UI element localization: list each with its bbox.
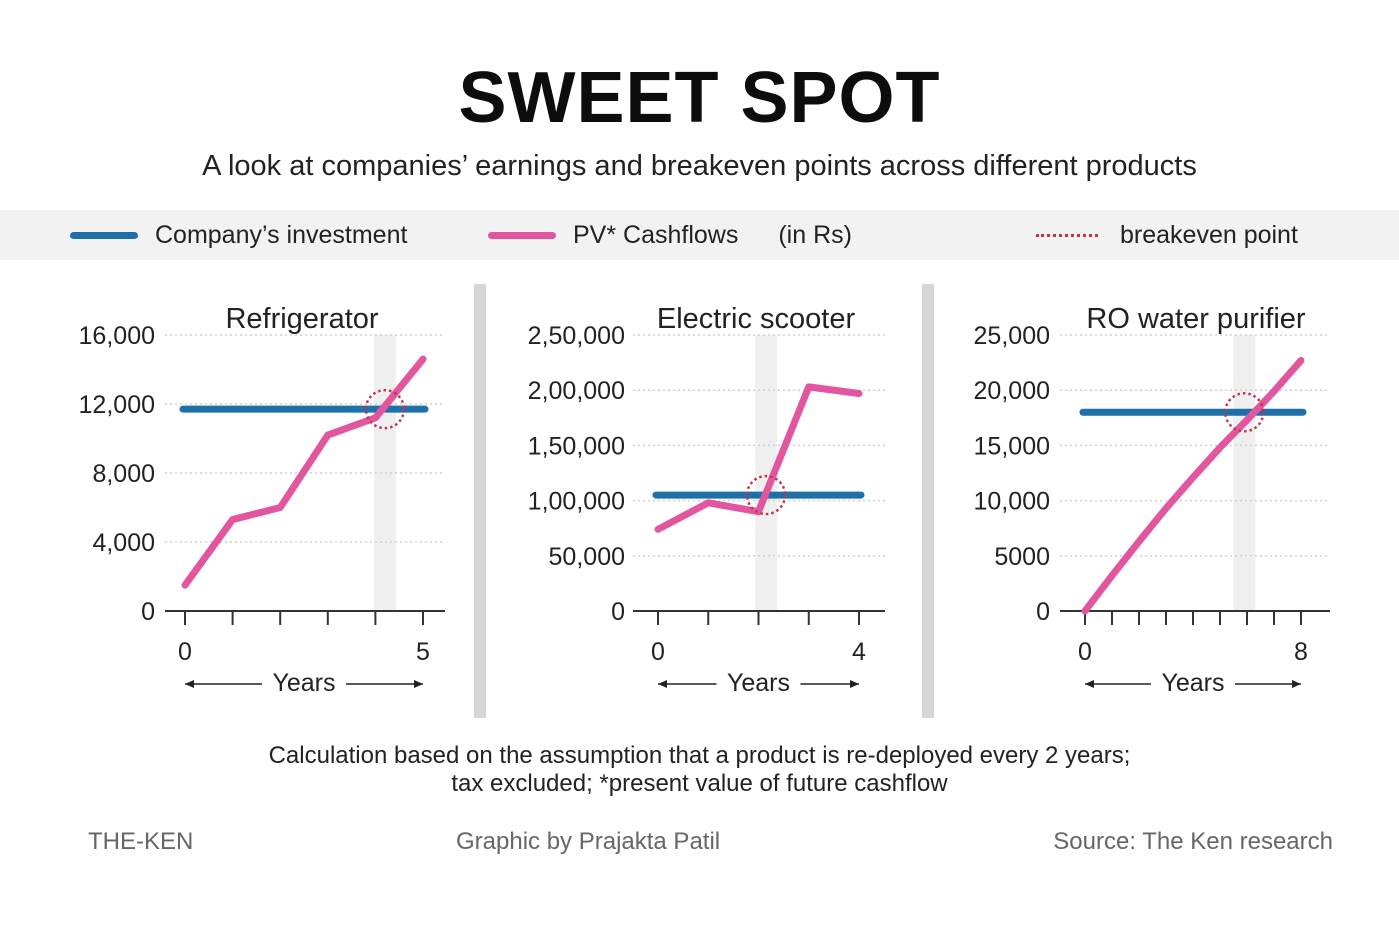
x-axis-label: Years (1161, 669, 1224, 697)
x-tick-label: 0 (651, 638, 665, 666)
breakeven-highlight-band (755, 335, 778, 611)
x-tick-label: 0 (178, 638, 192, 666)
footer-credit: Graphic by Prajakta Patil (456, 828, 721, 855)
y-tick-label: 8,000 (92, 460, 155, 488)
x-axis-arrowhead-left (1085, 680, 1094, 688)
panel-separator (474, 284, 486, 718)
footer-source: Source: The Ken research (1053, 828, 1333, 855)
legend-label-cashflows: PV* Cashflows (573, 220, 739, 249)
x-tick-label: 8 (1294, 638, 1308, 666)
y-tick-label: 16,000 (79, 322, 155, 350)
y-tick-label: 25,000 (974, 322, 1050, 350)
y-tick-label: 0 (1036, 598, 1050, 626)
chart-panel-2: 0 50,000 1,00,000 1,50,000 2,00,000 2,50,000 0… (528, 303, 885, 697)
x-tick-label: 4 (852, 638, 866, 666)
x-axis-label: Years (727, 669, 790, 697)
y-tick-label: 12,000 (79, 391, 155, 419)
x-axis-arrowhead-right (850, 680, 859, 688)
breakeven-highlight-band (373, 335, 396, 611)
footnote-line-2: tax excluded; *present value of future c… (451, 770, 948, 797)
x-axis-arrowhead-left (658, 680, 667, 688)
panel-title: Electric scooter (657, 303, 856, 335)
y-tick-label: 2,00,000 (528, 377, 625, 405)
legend-unit: (in Rs) (778, 220, 852, 249)
footnote: Calculation based on the assumption that… (0, 742, 1399, 798)
legend-swatch-cashflows (488, 231, 556, 239)
cashflow-line (654, 383, 863, 533)
cashflow-line (181, 355, 427, 589)
chart-panel-1: 0 4,000 8,000 12,000 16,000 0 5 Years Refrigerat… (79, 303, 445, 697)
chart-panel-3: 0 5000 10,000 15,000 20,000 25,000 0 8 Years RO w… (974, 303, 1330, 697)
footnote-line-1: Calculation based on the assumption that… (268, 742, 1131, 769)
y-tick-label: 4,000 (92, 529, 155, 557)
x-axis-arrowhead-right (1292, 680, 1301, 688)
breakeven-marker (1224, 392, 1265, 433)
x-tick-label: 5 (416, 638, 430, 666)
legend: Company’s investment PV* Cashflows (in R… (0, 210, 1399, 260)
legend-swatch-investment (70, 231, 138, 239)
panel-title: Refrigerator (225, 303, 378, 335)
breakeven-marker (364, 388, 406, 430)
breakeven-highlight-band (1233, 335, 1256, 611)
legend-label-investment: Company’s investment (155, 220, 408, 249)
x-axis-arrowhead-right (414, 680, 423, 688)
panel-separator (922, 284, 934, 718)
y-tick-label: 50,000 (549, 543, 625, 571)
footer-brand: THE-KEN (88, 828, 194, 855)
y-tick-label: 10,000 (974, 488, 1050, 516)
x-tick-label: 0 (1078, 638, 1092, 666)
legend-label-breakeven: breakeven point (1120, 220, 1298, 249)
x-axis-label: Years (272, 669, 335, 697)
y-tick-label: 20,000 (974, 377, 1050, 405)
y-tick-label: 0 (141, 598, 155, 626)
y-tick-label: 1,00,000 (528, 488, 625, 516)
y-tick-label: 5000 (994, 543, 1050, 571)
y-tick-label: 1,50,000 (528, 432, 625, 460)
y-tick-label: 2,50,000 (528, 322, 625, 350)
legend-item-breakeven: breakeven point (1036, 210, 1298, 260)
breakeven-marker (745, 474, 787, 516)
y-tick-label: 15,000 (974, 432, 1050, 460)
chart-subtitle: A look at companies’ earnings and breake… (202, 150, 1197, 182)
legend-swatch-breakeven (1036, 233, 1098, 237)
legend-item-investment: Company’s investment (70, 210, 407, 260)
panel-title: RO water purifier (1086, 303, 1306, 335)
x-axis-arrowhead-left (185, 680, 194, 688)
y-tick-label: 0 (611, 598, 625, 626)
cashflow-line (1081, 356, 1305, 615)
legend-item-cashflows: PV* Cashflows (in Rs) (488, 210, 852, 260)
chart-title: SWEET SPOT (458, 58, 941, 138)
